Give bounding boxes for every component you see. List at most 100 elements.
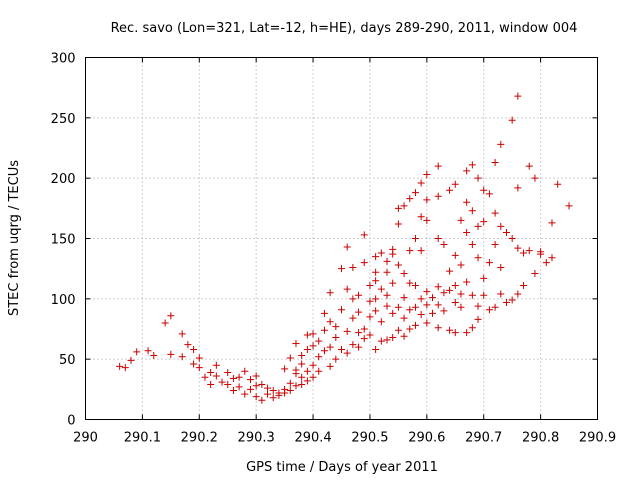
data-point <box>360 259 368 267</box>
data-point <box>440 289 448 297</box>
data-point <box>303 331 311 339</box>
x-tick-label: 290.5 <box>351 431 388 446</box>
data-point <box>178 353 186 361</box>
data-point <box>406 279 414 287</box>
data-point <box>400 332 408 340</box>
data-point <box>394 303 402 311</box>
data-point <box>303 367 311 375</box>
data-point <box>150 352 158 360</box>
data-point <box>531 269 539 277</box>
y-tick-label: 200 <box>51 172 76 187</box>
data-point <box>457 216 465 224</box>
data-point <box>400 294 408 302</box>
data-point <box>133 348 141 356</box>
data-point <box>423 171 431 179</box>
data-point <box>463 198 471 206</box>
data-point <box>207 381 215 389</box>
data-point <box>338 346 345 354</box>
data-point <box>463 167 471 175</box>
data-point <box>411 282 419 290</box>
data-point <box>508 235 516 242</box>
data-point <box>525 162 533 170</box>
data-point <box>394 261 402 269</box>
data-point <box>548 219 556 227</box>
data-point <box>246 385 254 393</box>
x-axis-ticks: 290 290.1 290.2 290.3 290.4 290.5 290.6 290.7 29… <box>73 57 616 446</box>
data-point <box>480 291 488 299</box>
data-point <box>377 318 385 326</box>
data-point <box>423 196 431 204</box>
data-point <box>474 222 482 230</box>
data-point <box>184 341 192 349</box>
data-point <box>116 362 124 370</box>
data-point <box>372 307 380 315</box>
data-point <box>320 347 328 355</box>
data-point <box>451 298 459 306</box>
data-point <box>423 301 431 309</box>
data-point <box>224 368 232 376</box>
data-point <box>241 390 249 398</box>
data-point <box>338 306 345 314</box>
data-point <box>406 325 414 333</box>
data-point <box>298 373 306 381</box>
data-point <box>463 228 471 236</box>
x-tick-label: 290.8 <box>522 431 559 446</box>
data-point <box>463 278 471 286</box>
data-point <box>190 360 198 368</box>
grid-lines <box>85 57 598 420</box>
data-point <box>497 263 505 271</box>
x-tick-label: 290.3 <box>238 431 275 446</box>
data-point <box>423 288 431 296</box>
data-point <box>252 382 260 390</box>
data-point <box>195 354 203 362</box>
data-point <box>411 235 419 242</box>
data-point <box>372 277 380 285</box>
data-point <box>446 286 454 294</box>
data-point <box>281 389 289 397</box>
x-tick-label: 290.9 <box>579 431 616 446</box>
data-point <box>394 204 402 212</box>
data-point <box>144 347 152 355</box>
data-point <box>349 314 357 322</box>
data-point <box>258 381 266 389</box>
data-point <box>434 324 442 332</box>
data-point <box>343 349 351 357</box>
data-point <box>491 158 499 166</box>
data-point <box>446 186 454 194</box>
data-point <box>246 376 254 384</box>
data-point <box>355 291 363 299</box>
data-point <box>286 379 294 387</box>
data-point <box>525 247 533 255</box>
data-point <box>332 333 340 341</box>
data-point <box>315 353 323 361</box>
data-point <box>332 323 340 331</box>
data-point <box>434 162 442 170</box>
data-point <box>338 265 345 273</box>
data-point <box>389 279 397 287</box>
data-point <box>309 373 317 381</box>
data-point <box>417 247 425 255</box>
data-point <box>406 306 414 314</box>
data-point <box>485 306 493 314</box>
data-point <box>502 298 510 306</box>
data-point <box>229 374 237 382</box>
data-point <box>292 370 300 378</box>
data-point <box>201 373 209 381</box>
data-point <box>178 330 186 338</box>
data-point <box>372 253 380 261</box>
data-point <box>520 249 528 257</box>
data-point <box>366 313 374 321</box>
data-point <box>366 297 374 305</box>
data-point <box>127 356 135 364</box>
data-point <box>434 192 442 200</box>
data-point <box>508 116 516 124</box>
data-point <box>224 381 232 389</box>
data-point <box>326 289 334 297</box>
data-point <box>434 235 442 242</box>
y-tick-label: 150 <box>51 233 76 248</box>
data-point <box>446 267 454 275</box>
data-point <box>383 257 391 265</box>
chart-title: Rec. savo (Lon=321, Lat=-12, h=HE), days… <box>111 21 578 36</box>
data-point <box>497 222 505 230</box>
data-point <box>480 218 488 226</box>
